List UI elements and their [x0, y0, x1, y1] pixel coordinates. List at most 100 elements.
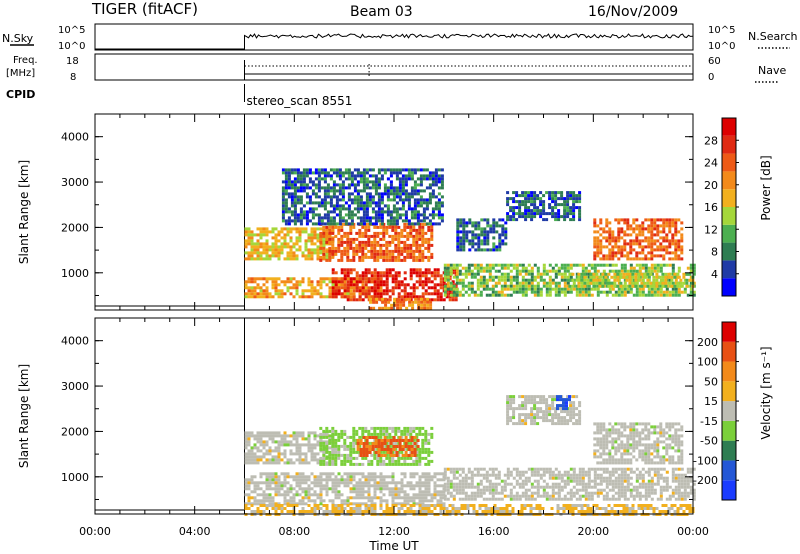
heatmap-cell — [596, 269, 600, 273]
heatmap-cell — [250, 295, 254, 299]
heatmap-cell — [641, 251, 645, 255]
heatmap-cell — [380, 195, 384, 199]
heatmap-cell — [337, 225, 341, 229]
heatmap-cell — [385, 429, 389, 433]
heatmap-cell — [298, 434, 302, 438]
heatmap-cell — [376, 292, 380, 296]
heatmap-cell — [462, 221, 466, 225]
heatmap-cell — [646, 281, 650, 285]
heatmap-cell — [274, 502, 278, 506]
heatmap-cell — [415, 496, 419, 500]
heatmap-cell — [415, 237, 419, 241]
heatmap-cell — [461, 467, 465, 471]
heatmap-cell — [352, 435, 356, 439]
heatmap-cell — [658, 275, 662, 279]
heatmap-cell — [488, 266, 492, 270]
heatmap-cell — [437, 168, 441, 172]
heatmap-cell — [616, 275, 620, 279]
heatmap-cell — [364, 243, 368, 247]
heatmap-cell — [268, 449, 272, 453]
heatmap-cell — [398, 183, 402, 187]
heatmap-cell — [343, 438, 347, 442]
heatmap-cell — [290, 180, 294, 184]
heatmap-cell — [331, 487, 335, 491]
heatmap-cell — [346, 453, 350, 457]
heatmap-cell — [407, 219, 411, 223]
heatmap-cell — [427, 237, 431, 241]
heatmap-cell — [268, 437, 272, 441]
heatmap-cell — [274, 233, 278, 237]
heatmap-cell — [427, 240, 431, 244]
heatmap-cell — [313, 502, 317, 506]
heatmap-cell — [479, 290, 483, 294]
heatmap-cell — [334, 493, 338, 497]
heatmap-cell — [391, 502, 395, 506]
heatmap-cell — [448, 289, 452, 293]
heatmap-cell — [410, 177, 414, 181]
heatmap-cell — [557, 203, 561, 207]
heatmap-cell — [385, 462, 389, 466]
heatmap-cell — [340, 286, 344, 290]
heatmap-cell — [495, 221, 499, 225]
heatmap-cell — [665, 287, 669, 291]
heatmap-cell — [560, 191, 564, 195]
heatmap-cell — [256, 487, 260, 491]
heatmap-cell — [524, 203, 528, 207]
heatmap-cell — [335, 222, 339, 226]
heatmap-cell — [417, 300, 421, 304]
heatmap-cell — [409, 268, 413, 272]
heatmap-cell — [524, 206, 528, 210]
heatmap-cell — [403, 459, 407, 463]
heatmap-cell — [626, 224, 630, 228]
heatmap-cell — [274, 481, 278, 485]
heatmap-cell — [551, 278, 555, 282]
heatmap-cell — [335, 204, 339, 208]
heatmap-cell — [256, 251, 260, 255]
heatmap-cell — [394, 283, 398, 287]
heatmap-cell — [271, 251, 275, 255]
heatmap-cell — [412, 295, 416, 299]
heatmap-cell — [413, 454, 417, 457]
heatmap-cell — [610, 275, 614, 279]
heatmap-cell — [301, 289, 305, 293]
heatmap-cell — [379, 231, 383, 235]
heatmap-cell — [674, 245, 678, 249]
heatmap-cell — [409, 252, 413, 256]
heatmap-cell — [301, 443, 305, 447]
heatmap-cell — [605, 293, 609, 297]
heatmap-cell — [298, 295, 302, 299]
heatmap-cell — [307, 236, 311, 240]
heatmap-cell — [367, 277, 371, 281]
heatmap-cell — [424, 490, 428, 494]
heatmap-cell — [325, 450, 329, 454]
heatmap-cell — [394, 237, 398, 241]
heatmap-cell — [244, 455, 248, 459]
heatmap-cell — [284, 201, 288, 205]
heatmap-cell — [365, 177, 369, 181]
heatmap-cell — [346, 255, 350, 259]
heatmap-cell — [635, 287, 639, 291]
heatmap-cell — [292, 478, 296, 482]
heatmap-cell — [404, 198, 408, 202]
heatmap-cell — [494, 488, 498, 492]
heatmap-cell — [320, 198, 324, 202]
heatmap-cell — [566, 191, 570, 195]
heatmap-cell — [343, 447, 347, 451]
heatmap-cell — [265, 443, 269, 447]
heatmap-cell — [340, 432, 344, 436]
heatmap-cell — [491, 266, 495, 270]
heatmap-cell — [412, 286, 416, 290]
heatmap-cell — [424, 429, 428, 433]
heatmap-cell — [361, 234, 365, 238]
heatmap-cell — [470, 281, 474, 285]
heatmap-cell — [373, 481, 377, 485]
heatmap-cell — [671, 251, 675, 255]
heatmap-cell — [319, 472, 323, 476]
heatmap-cell — [477, 227, 481, 231]
heatmap-cell — [394, 459, 398, 463]
heatmap-cell — [361, 283, 365, 287]
heatmap-cell — [518, 290, 522, 294]
heatmap-cell — [578, 482, 582, 486]
heatmap-cell — [468, 218, 472, 222]
heatmap-cell — [629, 233, 633, 237]
